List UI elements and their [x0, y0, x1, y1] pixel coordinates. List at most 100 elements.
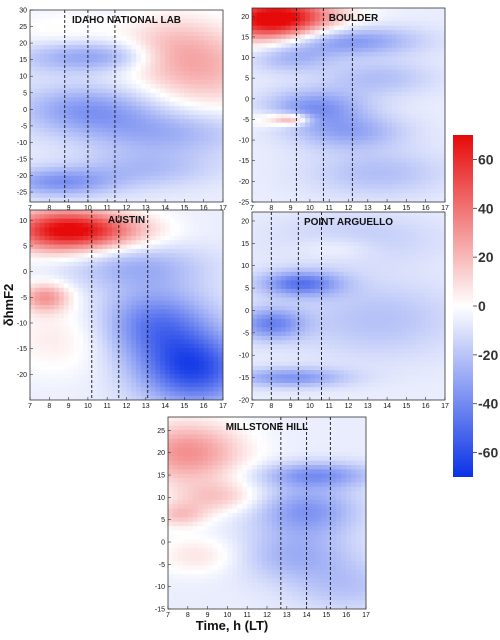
heatmap-cell: [285, 52, 292, 58]
heatmap-cell: [68, 75, 75, 81]
heatmap-cell: [34, 106, 41, 111]
heatmap-cell: [261, 8, 268, 14]
heatmap-cell: [97, 123, 103, 129]
heatmap-cell: [34, 167, 41, 173]
heatmap-cell: [140, 395, 147, 400]
heatmap-cell: [39, 158, 46, 164]
heatmap-cell: [305, 25, 311, 31]
heatmap-cell: [184, 97, 190, 103]
heatmap-cell: [338, 149, 345, 155]
heatmap-cell: [30, 62, 36, 68]
heatmap-cell: [155, 149, 161, 155]
heatmap-cell: [112, 244, 118, 250]
heatmap-cell: [309, 118, 316, 124]
heatmap-cell: [78, 248, 84, 254]
heatmap-cell: [97, 31, 103, 37]
heatmap-cell: [30, 253, 36, 259]
heatmap-cell: [121, 214, 128, 220]
heatmap-cell: [92, 23, 99, 29]
heatmap-cell: [218, 62, 223, 68]
heatmap-cell: [280, 184, 287, 190]
heatmap-cell: [145, 44, 152, 50]
heatmap-cell: [87, 253, 94, 259]
heatmap-cell: [358, 25, 364, 31]
y-tick-label: 0: [245, 96, 249, 103]
heatmap-cell: [155, 335, 161, 341]
heatmap-cell: [131, 44, 137, 50]
heatmap-cell: [280, 47, 287, 53]
heatmap-cell: [87, 136, 94, 142]
heatmap-cell: [174, 97, 181, 103]
heatmap-cell: [329, 30, 335, 36]
heatmap-cell: [160, 378, 166, 384]
heatmap-cell: [97, 127, 103, 133]
heatmap-cell: [416, 122, 422, 128]
heatmap-cell: [58, 66, 65, 72]
heatmap-cell: [280, 82, 287, 88]
heatmap-cell: [213, 71, 219, 77]
heatmap-cell: [39, 101, 46, 107]
heatmap-cell: [174, 44, 181, 50]
heatmap-cell: [329, 52, 335, 58]
heatmap-cell: [121, 75, 128, 81]
heatmap-cell: [150, 36, 157, 42]
heatmap-cell: [329, 87, 335, 93]
heatmap-cell: [435, 21, 441, 27]
x-tick-label: 16: [422, 205, 430, 212]
heatmap-cell: [112, 248, 118, 254]
heatmap-cell: [116, 369, 123, 375]
heatmap-cell: [440, 175, 445, 181]
heatmap-cell: [145, 110, 152, 116]
heatmap-cell: [116, 18, 123, 24]
heatmap-cell: [155, 330, 161, 336]
heatmap-cell: [334, 113, 340, 119]
heatmap-cell: [218, 75, 223, 81]
heatmap-cell: [87, 330, 94, 336]
heatmap-cell: [83, 300, 89, 306]
heatmap-cell: [92, 322, 99, 328]
heatmap-cell: [203, 31, 210, 37]
heatmap-cell: [367, 140, 374, 146]
heatmap-cell: [382, 113, 388, 119]
heatmap-cell: [107, 261, 113, 267]
heatmap-cell: [290, 34, 297, 40]
heatmap-cell: [416, 78, 422, 84]
heatmap-cell: [382, 78, 388, 84]
heatmap-cell: [121, 257, 128, 263]
heatmap-cell: [406, 197, 412, 202]
heatmap-cell: [309, 175, 316, 181]
heatmap-cell: [329, 78, 335, 84]
heatmap-cell: [39, 119, 46, 125]
heatmap-cell: [261, 12, 268, 18]
heatmap-cell: [126, 248, 132, 254]
heatmap-cell: [401, 179, 407, 185]
heatmap-cell: [116, 171, 123, 177]
heatmap-cell: [145, 84, 152, 90]
heatmap-cell: [372, 52, 379, 58]
heatmap-cell: [324, 21, 330, 27]
heatmap-cell: [271, 113, 277, 119]
heatmap-cell: [169, 175, 176, 181]
heatmap-cell: [112, 257, 118, 263]
heatmap-cell: [208, 10, 214, 15]
heatmap-cell: [30, 27, 36, 33]
heatmap-cell: [73, 343, 79, 349]
heatmap-cell: [73, 158, 79, 164]
heatmap-cell: [150, 193, 157, 199]
heatmap-cell: [73, 31, 79, 37]
heatmap-cell: [107, 40, 113, 46]
heatmap-cell: [112, 348, 118, 354]
heatmap-cell: [116, 387, 123, 392]
heatmap-cell: [256, 166, 263, 172]
heatmap-cell: [430, 131, 436, 137]
heatmap-cell: [290, 96, 297, 102]
heatmap-cell: [300, 16, 306, 22]
heatmap-cell: [63, 274, 70, 280]
heatmap-cell: [155, 44, 161, 50]
heatmap-cell: [396, 65, 403, 71]
heatmap-cell: [256, 157, 263, 163]
heatmap-cell: [83, 330, 89, 336]
heatmap-cell: [58, 119, 65, 125]
heatmap-cell: [39, 79, 46, 85]
heatmap-cell: [39, 339, 46, 345]
